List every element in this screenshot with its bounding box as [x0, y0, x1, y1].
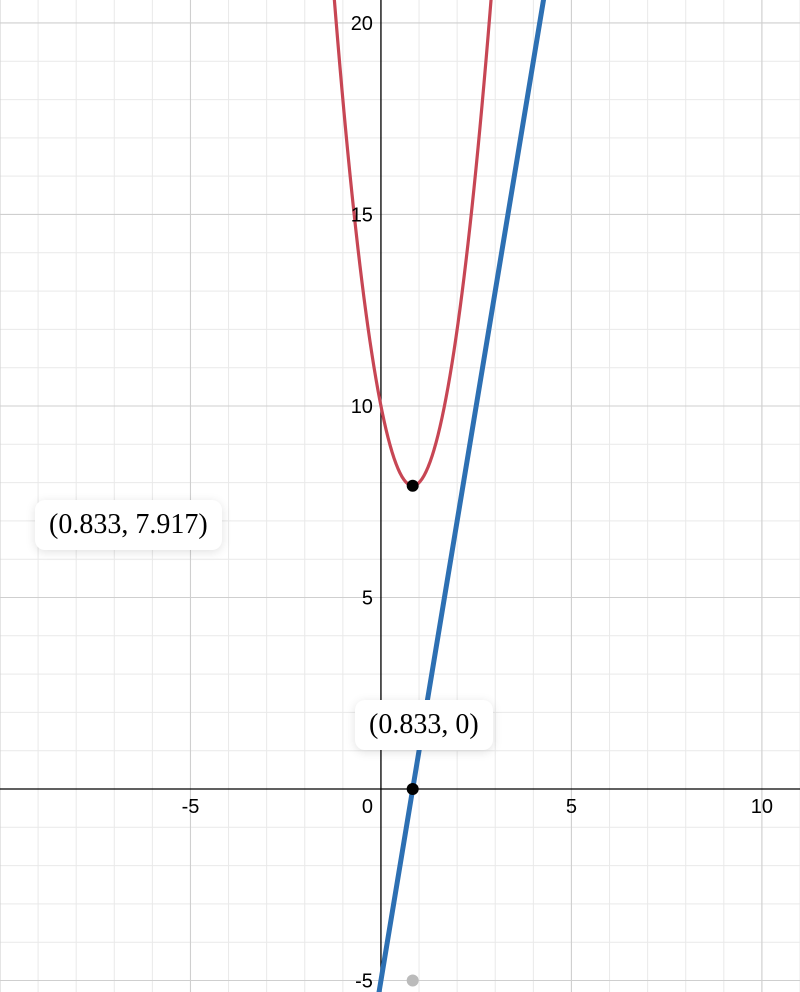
svg-text:5: 5	[362, 587, 373, 609]
svg-text:20: 20	[351, 13, 373, 35]
svg-text:15: 15	[351, 204, 373, 226]
svg-text:10: 10	[751, 796, 773, 818]
svg-text:-5: -5	[355, 971, 373, 992]
svg-text:5: 5	[566, 796, 577, 818]
plot-svg: -5 0 5 10 -5 5 10 15 20	[0, 0, 800, 992]
svg-text:10: 10	[351, 396, 373, 418]
svg-text:0: 0	[362, 796, 373, 818]
svg-text:-5: -5	[182, 796, 200, 818]
graph-plot[interactable]: -50510-55101520 (0.833, 7.917) (0.833, 0…	[0, 0, 800, 992]
